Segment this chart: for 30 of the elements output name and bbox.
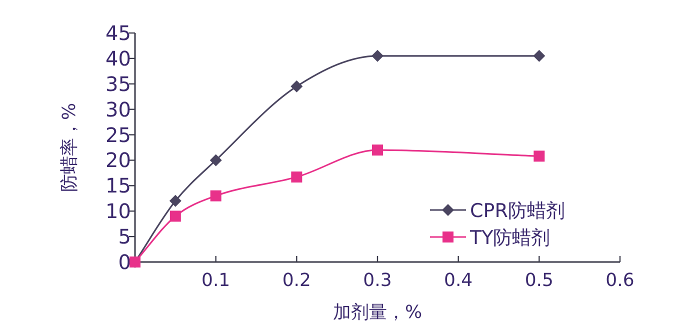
y-tick-label: 0	[118, 250, 131, 274]
point	[291, 172, 302, 183]
x-tick-label: 0.6	[606, 270, 634, 291]
point	[169, 194, 182, 207]
legend-label: TY防蜡剂	[469, 227, 550, 249]
x-tick-label: 0.5	[524, 270, 554, 291]
y-tick-label: 40	[106, 46, 131, 70]
point	[534, 150, 545, 162]
point	[170, 210, 181, 222]
legend-label: CPR防蜡剂	[470, 200, 565, 222]
y-tick-label: 5	[118, 224, 131, 249]
y-tick-label: 20	[106, 148, 131, 172]
point	[372, 50, 384, 62]
x-axis-title: 加剂量，%	[332, 302, 422, 323]
x-tick-label: 0.2	[282, 270, 311, 291]
y-tick-label: 35	[106, 72, 131, 96]
y-tick-label: 30	[106, 97, 131, 122]
x-tick-label: 0.1	[202, 270, 230, 291]
x-tick-label: 0.3	[363, 270, 392, 291]
y-tick-label: 10	[106, 199, 131, 224]
x-tick-label: 0.4	[444, 270, 473, 291]
point	[372, 144, 383, 156]
y-axis-title: 防蜡率，%	[59, 102, 80, 192]
point	[290, 80, 303, 92]
y-tick-label: 25	[106, 122, 131, 147]
y-tick-label: 15	[106, 174, 131, 198]
y-tick-label: 45	[106, 21, 131, 45]
point	[210, 154, 222, 166]
point	[533, 50, 546, 62]
point	[210, 190, 222, 202]
